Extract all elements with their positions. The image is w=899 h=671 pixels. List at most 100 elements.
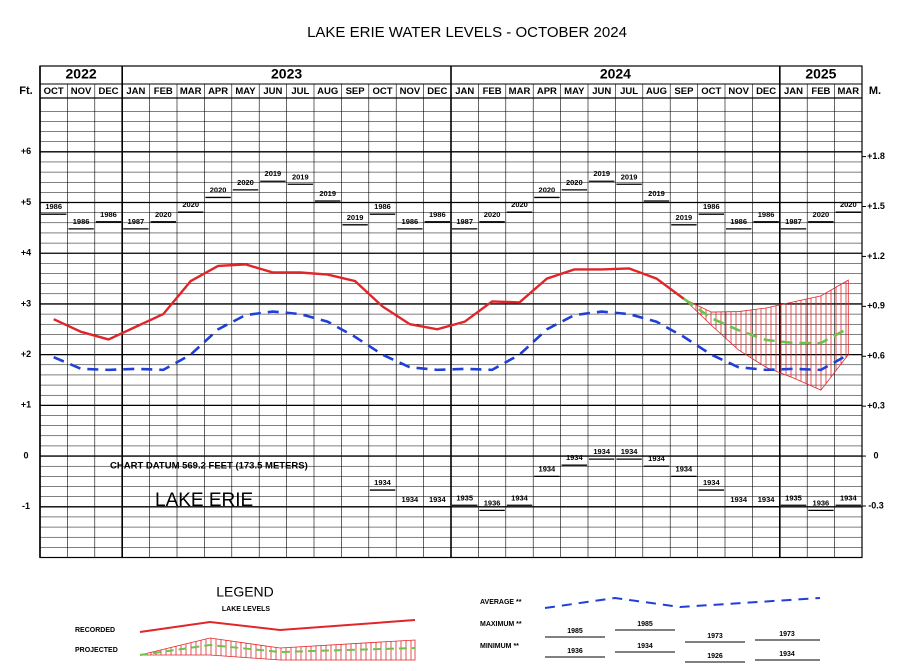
legend-label: MINIMUM ** (480, 643, 519, 650)
month-label: DEC (98, 86, 118, 97)
month-label: MAY (235, 86, 256, 97)
y2-tick-label: +1.2 (867, 251, 885, 261)
series-line (683, 297, 849, 345)
legend-title: LEGEND (216, 584, 274, 600)
month-label: APR (537, 86, 557, 97)
month-label: JAN (126, 86, 145, 97)
record-year: 2019 (648, 189, 665, 198)
record-year: 1934 (593, 447, 611, 456)
annotation: CHART DATUM 569.2 FEET (173.5 METERS) (110, 461, 308, 472)
legend-swatch (544, 596, 821, 609)
record-year: 1986 (402, 217, 419, 226)
record-year: 1934 (840, 493, 858, 502)
record-year: 1986 (45, 202, 62, 211)
y-tick-label: 0 (23, 450, 28, 460)
legend-year: 1926 (707, 653, 723, 660)
legend-year: 1934 (637, 643, 653, 650)
record-year: 1934 (648, 454, 666, 463)
record-year: 1986 (100, 210, 117, 219)
y-tick-label: +6 (21, 146, 31, 156)
record-year: 1986 (429, 210, 446, 219)
record-year: 1987 (128, 217, 145, 226)
legend-swatch (545, 629, 820, 663)
record-year: 1987 (785, 217, 802, 226)
y2-tick-label: 0 (873, 450, 878, 460)
record-year: 2019 (621, 172, 638, 181)
frame (39, 65, 863, 559)
legend-year: 1973 (707, 633, 723, 640)
series-line (53, 263, 685, 341)
month-label: APR (208, 86, 228, 97)
month-label: FEB (811, 86, 830, 97)
record-year: 1986 (758, 210, 775, 219)
legend-swatch (139, 637, 416, 661)
record-year: 1934 (566, 453, 584, 462)
legend-year: 1936 (567, 648, 583, 655)
legend-label: MAXIMUM ** (480, 621, 522, 628)
year-label: 2025 (805, 66, 836, 82)
record-year: 1935 (785, 493, 802, 502)
y-axis-label: Ft. (19, 85, 32, 97)
legend-label: RECORDED (75, 627, 115, 634)
month-label: DEC (756, 86, 776, 97)
annotation: LAKE ERIE (155, 490, 253, 511)
legend-label: PROJECTED (75, 647, 118, 654)
year-label: 2022 (66, 66, 97, 82)
month-label: SEP (346, 86, 366, 97)
month-label: JUN (592, 86, 611, 97)
month-label: AUG (646, 86, 667, 97)
y-tick-label: +2 (21, 349, 31, 359)
month-label: JUL (620, 86, 638, 97)
record-year: 1934 (730, 495, 748, 504)
record-year: 2019 (347, 213, 364, 222)
record-year: 1934 (429, 495, 447, 504)
record-year: 1986 (730, 217, 747, 226)
record-year: 1936 (484, 498, 501, 507)
legend-year: 1934 (779, 651, 795, 658)
legend-year: 1973 (779, 631, 795, 638)
record-year: 2020 (813, 210, 830, 219)
month-label: SEP (674, 86, 694, 97)
series-line (53, 310, 849, 372)
record-year: 1934 (758, 495, 776, 504)
month-label: DEC (427, 86, 447, 97)
legend-label: AVERAGE ** (480, 599, 522, 606)
record-year: 1934 (703, 478, 721, 487)
record-year: 1936 (813, 498, 830, 507)
y-tick-label: +4 (21, 248, 31, 258)
record-year: 2019 (292, 172, 309, 181)
y2-tick-label: -0.3 (868, 500, 884, 510)
month-label: JAN (455, 86, 474, 97)
y2-axis-label: M. (869, 85, 881, 97)
month-label: OCT (701, 86, 721, 97)
record-year: 2020 (484, 210, 501, 219)
record-year: 1987 (456, 217, 473, 226)
month-label: FEB (483, 86, 502, 97)
month-label: AUG (317, 86, 338, 97)
month-label: FEB (154, 86, 173, 97)
legend-year: 1985 (567, 628, 583, 635)
record-year: 2019 (319, 189, 336, 198)
month-label: JAN (784, 86, 803, 97)
record-year: 2020 (539, 185, 556, 194)
month-label: JUL (291, 86, 309, 97)
month-label: MAY (564, 86, 585, 97)
record-year: 2020 (511, 200, 528, 209)
legend-subtitle: LAKE LEVELS (222, 606, 271, 613)
y2-tick-label: +1.5 (867, 201, 885, 211)
y2-tick-label: +1.8 (867, 151, 885, 161)
y-tick-label: +5 (21, 197, 31, 207)
y2-tick-label: +0.6 (867, 351, 885, 361)
record-year: 2020 (566, 178, 583, 187)
record-year: 2020 (182, 200, 199, 209)
record-year: 2020 (237, 178, 254, 187)
record-year: 1934 (511, 493, 529, 502)
y2-tick-label: +0.9 (867, 301, 885, 311)
y-tick-label: +3 (21, 298, 31, 308)
month-label: MAR (180, 86, 202, 97)
month-label: OCT (372, 86, 392, 97)
record-year: 2019 (593, 169, 610, 178)
month-label: MAR (837, 86, 859, 97)
year-label: 2023 (271, 66, 302, 82)
